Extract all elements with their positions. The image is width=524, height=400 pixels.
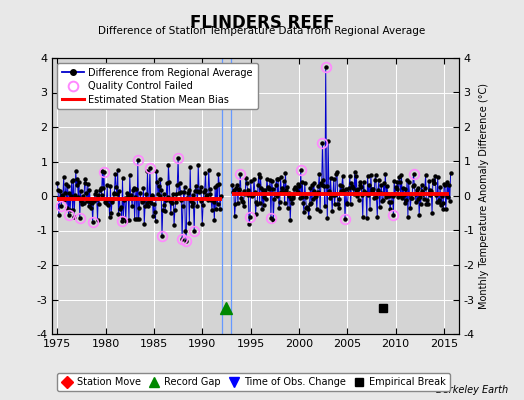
Text: Berkeley Earth: Berkeley Earth xyxy=(436,385,508,395)
Legend: Station Move, Record Gap, Time of Obs. Change, Empirical Break: Station Move, Record Gap, Time of Obs. C… xyxy=(57,373,450,391)
Legend: Difference from Regional Average, Quality Control Failed, Estimated Station Mean: Difference from Regional Average, Qualit… xyxy=(57,63,258,109)
Text: Difference of Station Temperature Data from Regional Average: Difference of Station Temperature Data f… xyxy=(99,26,425,36)
Y-axis label: Monthly Temperature Anomaly Difference (°C): Monthly Temperature Anomaly Difference (… xyxy=(478,83,489,309)
Text: FLINDERS REEF: FLINDERS REEF xyxy=(190,14,334,32)
